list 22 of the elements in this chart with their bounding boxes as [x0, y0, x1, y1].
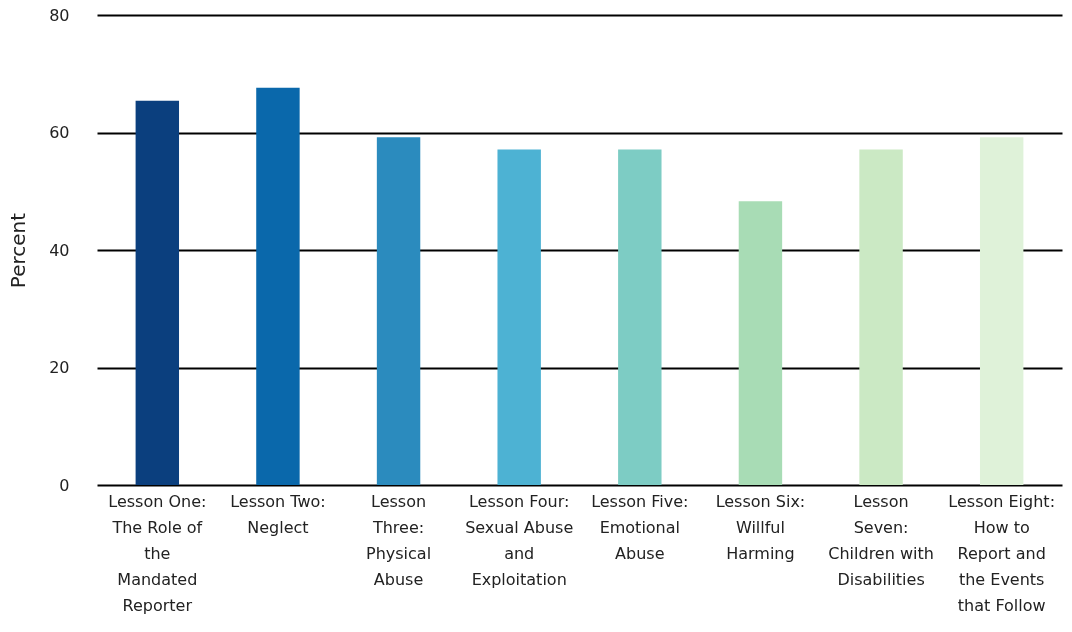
bar — [497, 149, 541, 485]
bar — [618, 149, 662, 485]
y-tick-label: 40 — [49, 240, 70, 260]
bar — [738, 201, 783, 485]
y-axis-title: Percent — [6, 212, 31, 289]
x-tick-label: Lesson Seven: Children with Disabilities — [828, 491, 934, 589]
x-tick-label: Lesson Five: Emotional Abuse — [591, 491, 689, 563]
y-tick-label: 20 — [49, 358, 70, 377]
bar — [256, 87, 300, 485]
x-tick-label: Lesson Six: Willful Harming — [715, 491, 806, 563]
x-tick-label: Lesson Three: Physical Abuse — [366, 491, 432, 589]
bar — [376, 137, 421, 485]
y-tick-label: 0 — [59, 475, 70, 495]
bar — [859, 149, 903, 485]
x-tick-label: Lesson Four: Sexual Abuse and Exploitation — [465, 491, 574, 589]
x-tick-label: Lesson One: The Role of the Mandated Reporter — [108, 491, 207, 615]
x-tick-label: Lesson Eight: How to Report and the Events that Follow — [948, 491, 1056, 615]
y-tick-label: 80 — [49, 5, 70, 25]
bar — [979, 137, 1024, 485]
bar — [135, 100, 180, 485]
y-tick-label: 60 — [49, 123, 70, 142]
x-tick-label: Lesson Two: Neglect — [230, 491, 326, 537]
